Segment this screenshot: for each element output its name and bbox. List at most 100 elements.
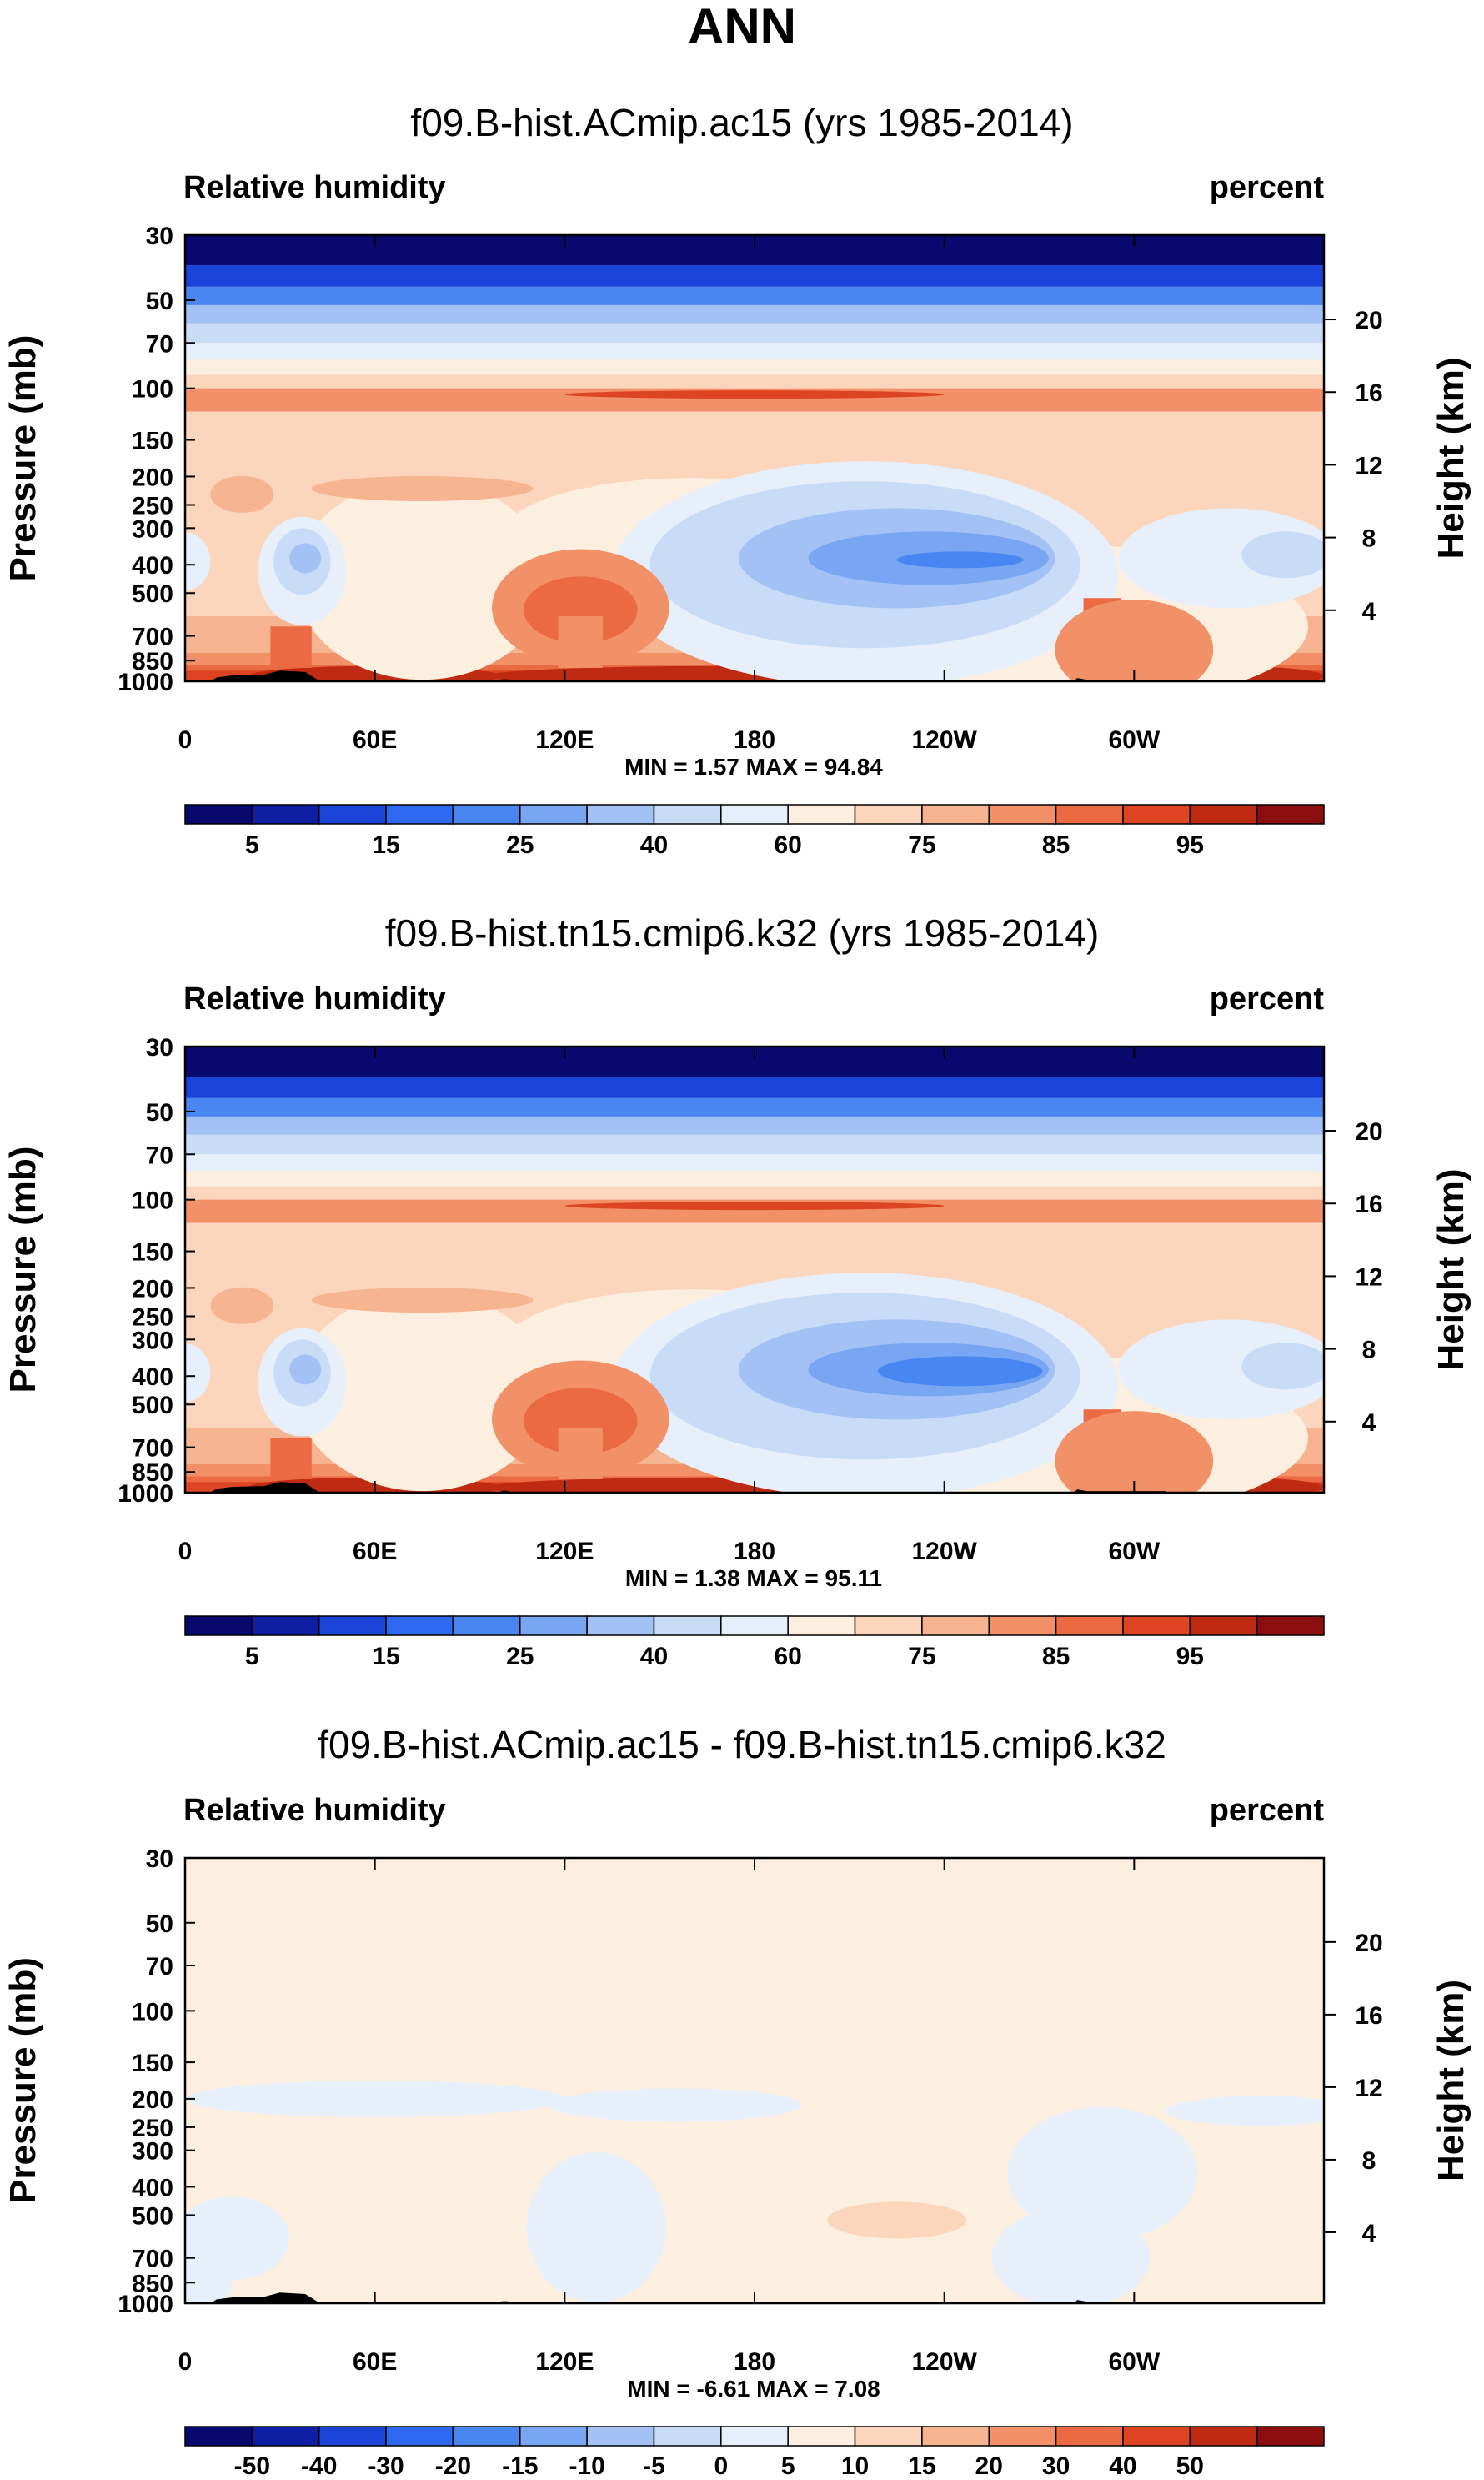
y-tick-label: 30 bbox=[146, 223, 173, 250]
colorbar-swatch bbox=[452, 804, 521, 825]
colorbar-swatch bbox=[1055, 2426, 1124, 2447]
colorbar-label: 25 bbox=[506, 1643, 534, 1670]
y-tick-label: 50 bbox=[146, 1099, 173, 1127]
y-tick-label: 500 bbox=[132, 2202, 173, 2230]
contour-region bbox=[877, 1356, 1043, 1387]
colorbar-label: 95 bbox=[1176, 1643, 1204, 1670]
colorbar-swatch bbox=[988, 1615, 1057, 1636]
left-label: Relative humidity bbox=[183, 170, 446, 205]
x-tick-label: 180 bbox=[734, 1538, 775, 1565]
colorbar-swatch bbox=[1122, 1615, 1191, 1636]
x-tick-label: 0 bbox=[178, 2348, 193, 2376]
colorbar-swatch bbox=[452, 1615, 521, 1636]
y-tick-label: 250 bbox=[132, 2115, 173, 2142]
y-tick-label: 70 bbox=[146, 330, 173, 358]
colorbar-swatch bbox=[251, 1615, 320, 1636]
colorbar-label: 5 bbox=[245, 1643, 259, 1670]
contour-field bbox=[185, 1047, 1324, 1493]
x-tick-label: 60W bbox=[1108, 726, 1160, 754]
x-tick-label: 120E bbox=[535, 2348, 594, 2376]
colorbar-swatch bbox=[519, 804, 588, 825]
right-label: percent bbox=[1210, 981, 1325, 1017]
y2-tick-label: 4 bbox=[1362, 2220, 1376, 2247]
colorbar-swatch bbox=[1256, 2426, 1325, 2447]
y-tick-label: 200 bbox=[132, 1275, 173, 1303]
contour-region bbox=[1241, 531, 1324, 579]
y2-tick-label: 12 bbox=[1355, 2075, 1382, 2102]
contour-region bbox=[1055, 1411, 1214, 1493]
contour-region bbox=[524, 1388, 638, 1455]
contour-region bbox=[564, 1202, 945, 1211]
stats-label: MIN = 1.38 MAX = 95.11 bbox=[625, 1565, 882, 1591]
y-tick-label: 700 bbox=[132, 624, 173, 651]
y2-axis-title: Height (km) bbox=[1431, 358, 1471, 560]
colorbar-swatch bbox=[519, 2426, 588, 2447]
stats-label: MIN = -6.61 MAX = 7.08 bbox=[627, 2376, 880, 2402]
colorbar-label: -20 bbox=[435, 2452, 471, 2480]
colorbar-swatch bbox=[318, 2426, 387, 2447]
y-tick-label: 70 bbox=[146, 1953, 173, 1980]
contour-region bbox=[526, 2151, 666, 2302]
panel-title: f09.B-hist.ACmip.ac15 - f09.B-hist.tn15.… bbox=[318, 1723, 1166, 1766]
colorbar-label: 40 bbox=[640, 1643, 668, 1670]
left-label: Relative humidity bbox=[183, 981, 446, 1017]
colorbar-label: 50 bbox=[1176, 2452, 1204, 2480]
contour-band bbox=[185, 343, 1324, 360]
colorbar-label: 40 bbox=[640, 831, 668, 859]
colorbar-swatch bbox=[854, 804, 923, 825]
colorbar-swatch bbox=[1055, 1615, 1124, 1636]
y-tick-label: 250 bbox=[132, 492, 173, 520]
colorbar-swatch bbox=[318, 804, 387, 825]
stats-label: MIN = 1.57 MAX = 94.84 bbox=[624, 754, 883, 780]
chart-panel-3: f09.B-hist.ACmip.ac15 - f09.B-hist.tn15.… bbox=[3, 1723, 1471, 2480]
colorbar-swatch bbox=[653, 2426, 722, 2447]
topography bbox=[210, 1482, 318, 1493]
y-tick-label: 850 bbox=[132, 2270, 173, 2297]
colorbar-label: -10 bbox=[569, 2452, 604, 2480]
y-tick-label: 300 bbox=[132, 1327, 173, 1354]
x-tick-label: 180 bbox=[734, 726, 775, 754]
y-tick-label: 200 bbox=[132, 2086, 173, 2114]
contour-region bbox=[311, 1287, 534, 1313]
contour-region bbox=[1007, 2106, 1198, 2241]
colorbar-swatch bbox=[1189, 1615, 1258, 1636]
colorbar-swatch bbox=[921, 2426, 990, 2447]
y-tick-label: 100 bbox=[132, 376, 173, 404]
y-tick-label: 70 bbox=[146, 1142, 173, 1169]
y-tick-label: 30 bbox=[146, 1034, 173, 1062]
contour-band bbox=[185, 359, 1324, 375]
colorbar-label: 15 bbox=[372, 831, 399, 859]
y-tick-label: 300 bbox=[132, 2138, 173, 2166]
right-label: percent bbox=[1210, 170, 1325, 205]
x-tick-label: 60W bbox=[1108, 2348, 1160, 2376]
colorbar-swatch bbox=[1189, 2426, 1258, 2447]
colorbar-swatch bbox=[854, 1615, 923, 1636]
chart-panel-2: f09.B-hist.tn15.cmip6.k32 (yrs 1985-2014… bbox=[3, 911, 1471, 1670]
y2-tick-label: 4 bbox=[1362, 1409, 1376, 1437]
colorbar-label: 0 bbox=[714, 2452, 728, 2480]
colorbar-swatch bbox=[385, 2426, 454, 2447]
contour-region bbox=[289, 543, 322, 574]
contour-region bbox=[827, 2201, 967, 2239]
contour-region bbox=[289, 1354, 322, 1385]
contour-band bbox=[558, 616, 603, 668]
y2-tick-label: 20 bbox=[1355, 307, 1382, 334]
y-tick-label: 100 bbox=[132, 1187, 173, 1215]
contour-region bbox=[564, 390, 945, 399]
colorbar-label: 25 bbox=[506, 831, 534, 859]
contour-band bbox=[185, 304, 1324, 324]
contour-region bbox=[991, 2207, 1151, 2303]
y-tick-label: 700 bbox=[132, 1435, 173, 1463]
colorbar-swatch bbox=[787, 1615, 856, 1636]
y-tick-label: 1000 bbox=[118, 2291, 173, 2318]
colorbar-swatch bbox=[586, 804, 655, 825]
contour-region bbox=[1241, 1343, 1324, 1390]
contour-band bbox=[185, 1116, 1324, 1135]
x-tick-label: 0 bbox=[178, 726, 193, 754]
colorbar-label: 75 bbox=[908, 831, 935, 859]
colorbar-swatch bbox=[184, 1615, 253, 1636]
panel-title: f09.B-hist.ACmip.ac15 (yrs 1985-2014) bbox=[410, 101, 1073, 144]
colorbar-label: 85 bbox=[1042, 831, 1070, 859]
contour-band bbox=[185, 265, 1324, 287]
colorbar-label: -50 bbox=[234, 2452, 270, 2480]
